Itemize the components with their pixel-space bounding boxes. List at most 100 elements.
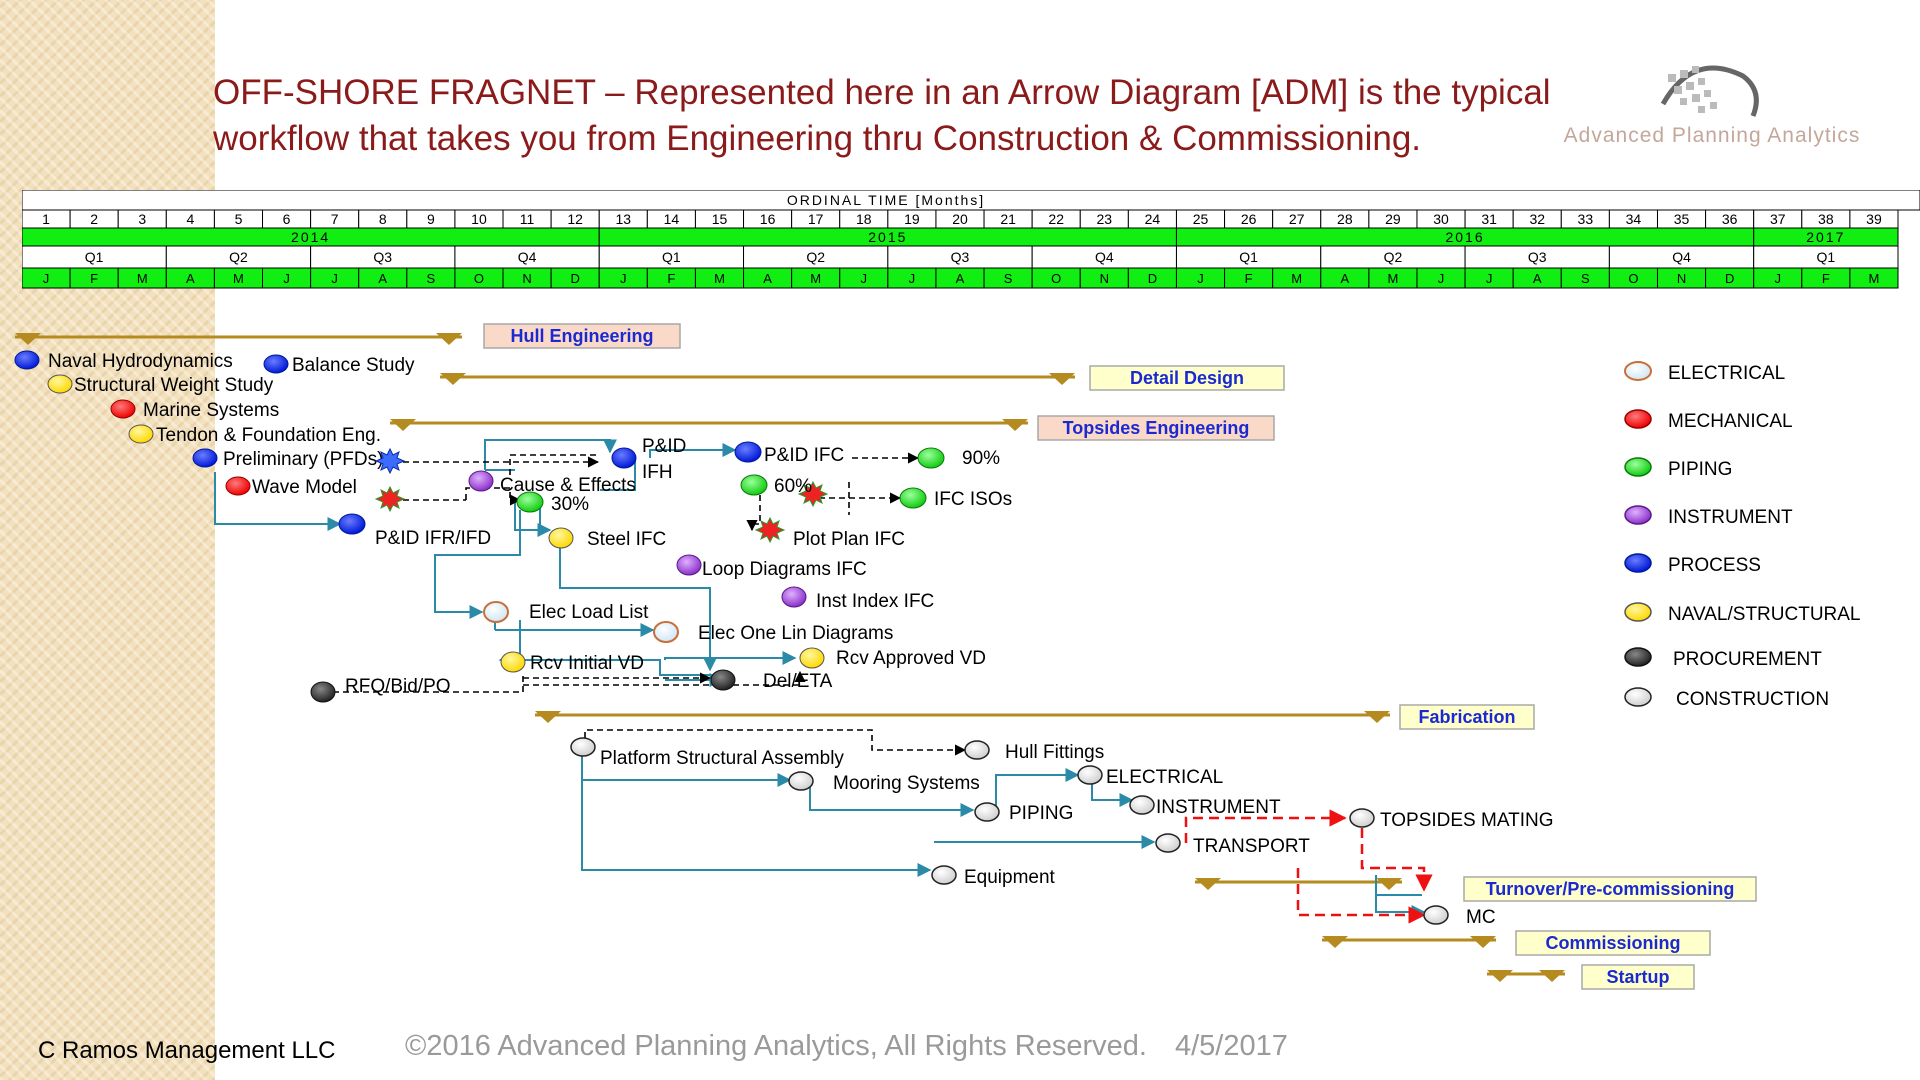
legend-swatch [1624, 457, 1652, 477]
month-number: 12 [567, 211, 583, 227]
quarter-label: Q3 [373, 249, 392, 265]
month-letter: A [956, 271, 965, 286]
node-del-eta [710, 669, 736, 691]
legend-swatch [1624, 553, 1652, 573]
quarter-label: Q4 [1672, 249, 1691, 265]
footer-date: 4/5/2017 [1174, 1030, 1288, 1062]
label-structural-weight: Structural Weight Study [74, 375, 274, 396]
legend-label: PROCUREMENT [1673, 649, 1822, 670]
node-elec-load [483, 601, 509, 623]
legend-label: INSTRUMENT [1668, 507, 1793, 528]
node-structural-weight [47, 374, 73, 394]
burst-icon [754, 516, 786, 544]
label-naval-hydro: Naval Hydrodynamics [48, 351, 233, 372]
label-pid-ifc: P&ID IFC [764, 445, 844, 466]
phase-label-box [1581, 964, 1695, 990]
month-number: 36 [1722, 211, 1738, 227]
title-line-2: workflow that takes you from Engineering… [213, 119, 1422, 158]
month-letter: S [1581, 271, 1590, 286]
quarter-label: Q2 [229, 249, 248, 265]
node-transport [1155, 833, 1181, 853]
month-letter: N [522, 271, 531, 286]
month-letter: J [1438, 271, 1445, 286]
month-number: 26 [1241, 211, 1257, 227]
quarter-label: Q3 [951, 249, 970, 265]
legend-swatch [1624, 361, 1652, 381]
month-letter: F [1822, 271, 1830, 286]
month-letter: A [763, 271, 772, 286]
phase-label: Commissioning [1545, 933, 1680, 953]
label-mooring: Mooring Systems [833, 773, 980, 794]
month-number: 2 [90, 211, 98, 227]
node-ifc-isos [899, 487, 927, 509]
phase-bar-end-marker [1470, 936, 1496, 948]
company-logo [1660, 65, 1759, 117]
month-number: 18 [856, 211, 872, 227]
node-steel-ifc [548, 527, 574, 549]
node-pct90 [917, 447, 945, 469]
month-number: 6 [283, 211, 291, 227]
label-hull-fittings: Hull Fittings [1005, 742, 1104, 763]
node-platform-struct [570, 737, 596, 757]
month-letter: M [137, 271, 148, 286]
phase-bar-end-marker [1539, 970, 1565, 982]
month-letter: F [1245, 271, 1253, 286]
quarter-label: Q1 [1817, 249, 1836, 265]
phase-bar-end-marker [436, 333, 462, 345]
label-cause-effects: Cause & Effects [500, 475, 636, 496]
node-rcv-initial [500, 651, 526, 673]
phase-label: Turnover/Pre-commissioning [1486, 879, 1735, 899]
node-elec-one-line [653, 621, 679, 643]
month-number: 39 [1866, 211, 1882, 227]
label-pid-ifr: P&ID IFR/IFD [375, 528, 491, 549]
node-balance-study [263, 354, 289, 374]
month-number: 14 [664, 211, 680, 227]
label-del-eta: Del/ETA [763, 671, 833, 692]
month-number: 17 [808, 211, 824, 227]
legend-swatch [1624, 505, 1652, 525]
node-pid-ifr [338, 513, 366, 535]
phase-label: Topsides Engineering [1063, 418, 1250, 438]
month-number: 28 [1337, 211, 1353, 227]
year-label: 2017 [1806, 229, 1845, 245]
phase-label: Detail Design [1130, 368, 1244, 388]
decorative-left-strip [0, 0, 215, 1080]
node-pct30 [516, 491, 544, 513]
quarter-label: Q4 [1095, 249, 1114, 265]
node-hull-fittings [964, 740, 990, 760]
month-number: 13 [615, 211, 631, 227]
burst-icon [797, 480, 829, 508]
month-letter: J [43, 271, 50, 286]
phase-label-box [1399, 704, 1535, 730]
phase-bar-start-marker [440, 373, 466, 385]
month-number: 20 [952, 211, 968, 227]
month-number: 4 [186, 211, 194, 227]
month-letter: J [909, 271, 916, 286]
month-letter: O [1051, 271, 1061, 286]
label-elec-one-line: Elec One Lin Diagrams [698, 623, 893, 644]
label-preliminary: Preliminary (PFDs) [223, 449, 383, 470]
legend-label: PROCESS [1668, 555, 1761, 576]
label-transport: TRANSPORT [1193, 836, 1310, 857]
legend-label: MECHANICAL [1668, 411, 1793, 432]
month-number: 7 [331, 211, 339, 227]
phase-label-box [1037, 415, 1275, 441]
month-letter: J [1486, 271, 1493, 286]
phase-label-box [1515, 930, 1711, 956]
month-letter: J [331, 271, 338, 286]
month-number: 33 [1578, 211, 1594, 227]
node-equipment [931, 865, 957, 885]
month-number: 9 [427, 211, 435, 227]
month-number: 24 [1145, 211, 1161, 227]
node-wave-model [225, 476, 251, 496]
month-letter: J [1774, 271, 1781, 286]
month-number: 32 [1529, 211, 1545, 227]
quarter-label: Q1 [662, 249, 681, 265]
month-number: 21 [1000, 211, 1016, 227]
title-line-1: OFF-SHORE FRAGNET – Represented here in … [213, 73, 1551, 112]
label-ifc-isos: IFC ISOs [934, 489, 1012, 510]
node-naval-hydro [14, 350, 40, 370]
month-number: 15 [712, 211, 728, 227]
node-rcv-approved [799, 647, 825, 669]
label-instrument: INSTRUMENT [1156, 797, 1281, 818]
